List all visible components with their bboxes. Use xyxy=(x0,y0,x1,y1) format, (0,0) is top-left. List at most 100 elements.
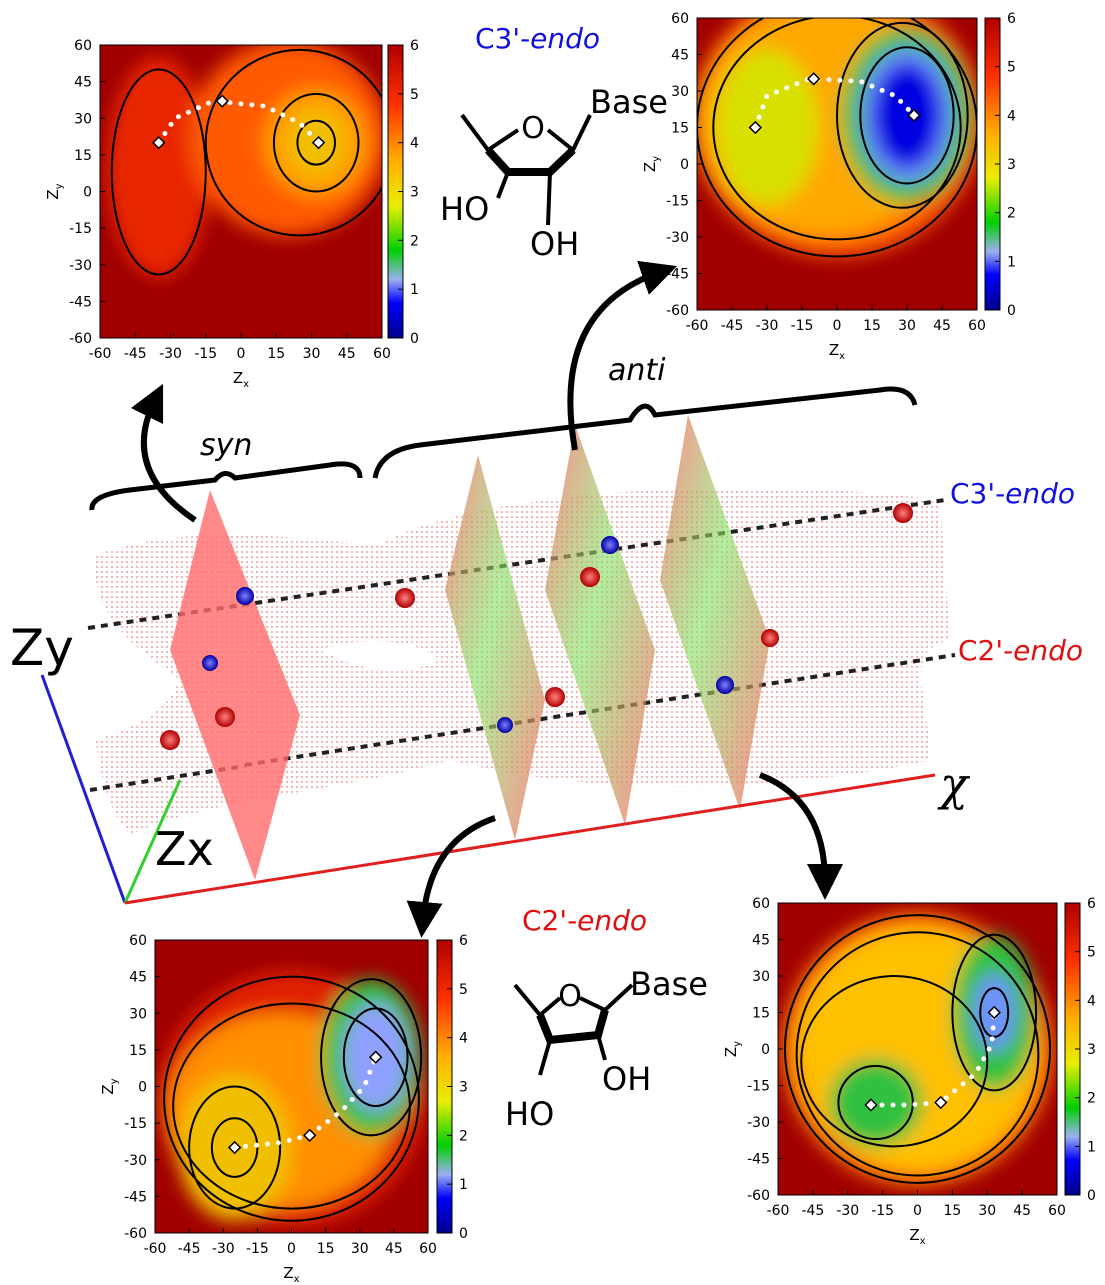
x-tick-label: -15 xyxy=(791,318,814,334)
x-tick-label: -60 xyxy=(767,1203,790,1219)
x-tick-label: 15 xyxy=(317,1241,335,1257)
ring-o: O xyxy=(558,979,582,1014)
minima-spheres xyxy=(160,503,913,750)
colorbar-tick-label: 6 xyxy=(459,933,468,949)
contour xyxy=(163,975,420,1222)
contour xyxy=(712,18,962,241)
axis-chi xyxy=(124,773,936,905)
y-axis-label: Zy xyxy=(99,1078,120,1094)
contour xyxy=(210,1117,259,1178)
x-tick-label: 0 xyxy=(237,346,246,362)
x-tick-label: 15 xyxy=(267,346,285,362)
colorbar-tick-label: 5 xyxy=(459,982,468,998)
y-tick-label: -60 xyxy=(666,303,689,319)
brace-syn xyxy=(89,461,363,511)
base: Base xyxy=(590,83,668,121)
y-tick-label: -45 xyxy=(69,294,92,310)
colorbar-tick-label: 2 xyxy=(1087,1091,1096,1107)
y-tick-label: -15 xyxy=(69,221,92,237)
minimum-marker xyxy=(806,72,821,86)
slice-plane xyxy=(545,425,655,825)
colorbar-tick-label: 0 xyxy=(410,331,419,347)
y-tick-label: -45 xyxy=(747,1152,770,1168)
colorbar-tick-label: 0 xyxy=(459,1226,468,1242)
energy-blob xyxy=(872,61,942,169)
x-tick-label: 60 xyxy=(373,346,391,362)
x-tick-label: -45 xyxy=(124,346,147,362)
sugar-c2-endo: C2'-endo O Base OH HO xyxy=(505,904,708,1133)
colorbar-tick-label: 4 xyxy=(410,136,419,152)
y-tick-label: 15 xyxy=(129,1043,147,1059)
x-tick-label: -45 xyxy=(801,1203,824,1219)
label-anti: anti xyxy=(608,353,666,388)
y-tick-label: 0 xyxy=(680,157,689,173)
y-tick-label: 30 xyxy=(671,84,689,100)
minimum-marker xyxy=(215,94,229,108)
colorbar-tick-label: 4 xyxy=(459,1031,468,1047)
contour xyxy=(836,21,969,209)
energy-blob xyxy=(829,1058,923,1147)
minimum-marker xyxy=(152,135,166,150)
y-tick-label: -15 xyxy=(124,1116,147,1132)
y-tick-label: -60 xyxy=(124,1226,147,1242)
sugar-c3-endo: C3'-endo O Base HO OH xyxy=(440,22,668,263)
plot-area xyxy=(100,45,382,338)
minimum-marker xyxy=(907,108,921,123)
x-tick-label: 30 xyxy=(351,1241,369,1257)
y-label-main: Z xyxy=(44,189,62,199)
energy-blob xyxy=(715,49,819,206)
contour xyxy=(951,933,1038,1092)
min-energy-path xyxy=(868,1010,997,1108)
contour xyxy=(837,1065,914,1141)
x-tick-label: 30 xyxy=(978,1203,996,1219)
x-tick-label: -60 xyxy=(144,1241,167,1257)
y-axis-label: Zy xyxy=(722,1041,743,1057)
min-energy-path xyxy=(232,1054,379,1151)
ho: HO xyxy=(505,1095,554,1133)
arrows xyxy=(130,260,843,938)
colorbar-tick-label: 2 xyxy=(1007,206,1016,222)
colorbar-tick-label: 6 xyxy=(410,38,419,54)
label-syn: syn xyxy=(200,428,252,463)
oh: OH xyxy=(602,1060,651,1098)
colorbar-tick-label: 1 xyxy=(410,282,419,298)
heatmap-panel: -60 -45 -30 -15 0 15 30 45 60-60-45-30-150153045… xyxy=(641,11,1016,362)
y-tick-label: 0 xyxy=(83,185,92,201)
x-tick-label: -60 xyxy=(686,318,709,334)
y-label-sub: y xyxy=(109,1078,120,1084)
x-tick-label: -45 xyxy=(721,318,744,334)
minimum-marker xyxy=(934,1095,948,1110)
label-zx: Zx xyxy=(155,822,214,876)
energy-layers xyxy=(697,18,977,257)
x-axis-label: Zx xyxy=(909,1226,925,1247)
oh: OH xyxy=(530,225,579,263)
y-tick-label: -30 xyxy=(666,230,689,246)
y-tick-label: -15 xyxy=(747,1079,770,1095)
y-tick-label: -30 xyxy=(747,1115,770,1131)
y-axis-label: Zy xyxy=(641,156,662,172)
base: Base xyxy=(630,965,708,1003)
min-energy-path xyxy=(156,98,322,146)
x-tick-label: -30 xyxy=(212,1241,235,1257)
minimum-marker xyxy=(987,1005,1001,1020)
colorbar-tick-label: 1 xyxy=(1087,1139,1096,1155)
sugar-title: C3'-endo xyxy=(475,22,600,55)
contour xyxy=(979,987,1010,1038)
x-label-sub: x xyxy=(294,1274,300,1285)
x-label-main: Z xyxy=(909,1226,919,1244)
label-zy: Zy xyxy=(10,619,74,677)
colorbar-tick-label: 2 xyxy=(410,233,419,249)
x-axis-label: Zx xyxy=(829,341,845,362)
y-tick-label: 60 xyxy=(129,933,147,949)
colorbar-tick-label: 0 xyxy=(1087,1188,1096,1204)
x-tick-label: 60 xyxy=(968,318,986,334)
colorbar-tick-label: 2 xyxy=(459,1128,468,1144)
surface-hole xyxy=(320,641,440,671)
contour xyxy=(272,92,360,193)
y-tick-label: -30 xyxy=(124,1153,147,1169)
x-label-sub: x xyxy=(920,1236,926,1247)
brace-anti xyxy=(372,386,918,479)
y-tick-label: 60 xyxy=(671,11,689,27)
colorbar-tick-label: 5 xyxy=(1007,60,1016,76)
x-tick-label: -30 xyxy=(756,318,779,334)
